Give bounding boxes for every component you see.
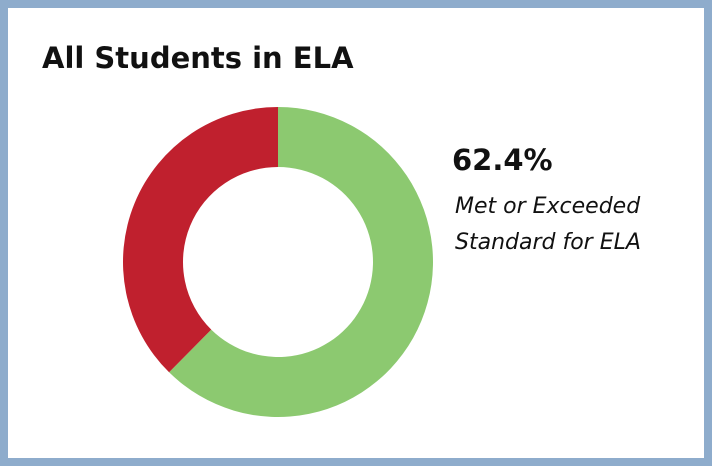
donut-slice xyxy=(123,107,279,373)
value-label: 62.4% xyxy=(452,143,553,177)
donut-slice xyxy=(169,107,434,418)
annotation: Met or Exceeded xyxy=(455,194,641,219)
annotation: Standard for ELA xyxy=(455,230,641,255)
chart-title: All Students in ELA xyxy=(42,41,354,75)
